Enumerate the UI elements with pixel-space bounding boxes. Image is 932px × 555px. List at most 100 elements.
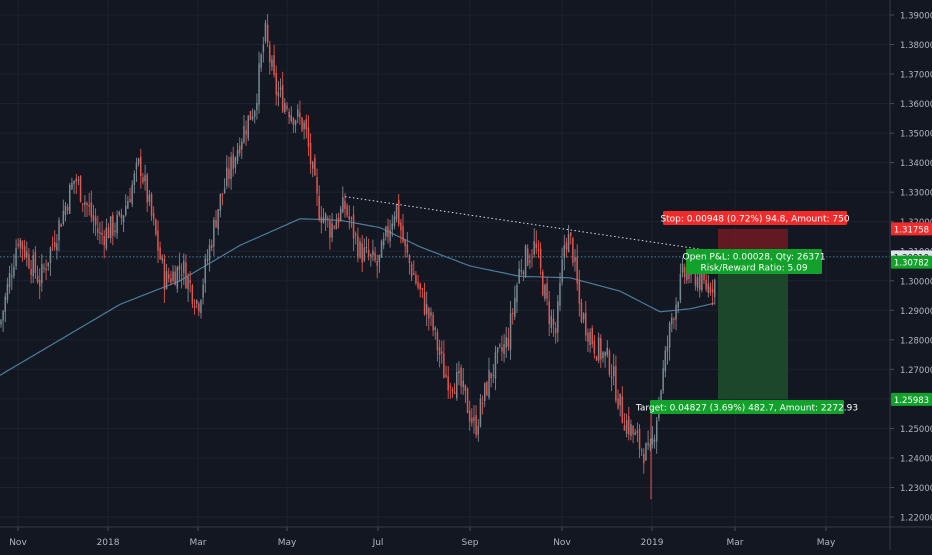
candle-body[interactable] [279, 87, 282, 90]
candle-body[interactable] [204, 258, 207, 283]
candle-body[interactable] [447, 376, 449, 391]
candle-body[interactable] [152, 213, 155, 219]
candle-body[interactable] [163, 258, 166, 290]
candle-body[interactable] [578, 279, 581, 304]
candle-body[interactable] [125, 206, 127, 216]
candle-body[interactable] [247, 115, 250, 139]
candle-body[interactable] [705, 280, 707, 290]
candle-body[interactable] [292, 118, 295, 125]
candle-body[interactable] [4, 296, 7, 312]
trendline-layer[interactable] [344, 196, 719, 253]
candle-body[interactable] [206, 259, 209, 261]
candle-body[interactable] [344, 200, 346, 210]
candle-body[interactable] [511, 313, 514, 314]
candle-body[interactable] [619, 393, 621, 406]
candle-body[interactable] [662, 368, 664, 391]
candle-body[interactable] [432, 314, 434, 331]
candle-body[interactable] [425, 304, 428, 315]
candle-body[interactable] [374, 252, 376, 261]
candle-body[interactable] [112, 215, 114, 236]
candle-body[interactable] [574, 257, 576, 262]
candle-body[interactable] [438, 347, 441, 355]
candle-body[interactable] [389, 230, 391, 242]
candle-body[interactable] [58, 220, 60, 241]
candle-body[interactable] [675, 304, 677, 320]
candle-body[interactable] [572, 238, 574, 263]
candle-body[interactable] [554, 328, 557, 334]
candle-body[interactable] [486, 382, 488, 396]
candle-body[interactable] [133, 173, 136, 185]
candle-body[interactable] [585, 312, 587, 336]
candle-body[interactable] [200, 300, 202, 314]
candle-body[interactable] [66, 206, 69, 211]
candle-body[interactable] [172, 271, 174, 282]
candle-body[interactable] [524, 245, 527, 276]
candle-body[interactable] [628, 416, 630, 435]
candle-body[interactable] [565, 242, 568, 250]
candle-body[interactable] [570, 232, 572, 236]
candle-body[interactable] [436, 331, 439, 351]
candle-body[interactable] [400, 222, 402, 231]
candle-body[interactable] [159, 247, 161, 260]
candle-body[interactable] [129, 199, 131, 203]
candle-body[interactable] [503, 344, 505, 354]
candle-body[interactable] [387, 225, 389, 238]
candle-body[interactable] [195, 300, 198, 304]
candle-body[interactable] [226, 167, 228, 186]
candle-body[interactable] [625, 420, 628, 434]
candle-body[interactable] [647, 442, 649, 445]
candle-body[interactable] [273, 55, 275, 75]
candle-body[interactable] [346, 205, 348, 216]
candle-body[interactable] [103, 236, 106, 246]
candle-body[interactable] [137, 158, 140, 164]
candle-body[interactable] [348, 215, 351, 220]
candle-body[interactable] [471, 418, 473, 424]
candle-body[interactable] [671, 317, 673, 325]
candle-body[interactable] [316, 177, 318, 194]
candle-body[interactable] [56, 243, 58, 251]
candle-body[interactable] [8, 273, 11, 288]
candle-body[interactable] [337, 217, 340, 224]
candle-body[interactable] [516, 284, 518, 302]
candle-body[interactable] [245, 130, 247, 135]
candle-body[interactable] [30, 269, 32, 275]
candle-body[interactable] [496, 347, 499, 353]
candle-body[interactable] [309, 143, 312, 165]
candle-body[interactable] [367, 249, 370, 257]
candle-body[interactable] [217, 209, 219, 230]
candle-body[interactable] [357, 235, 359, 258]
candle-body[interactable] [632, 425, 634, 435]
candle-body[interactable] [460, 367, 462, 387]
candle-body[interactable] [677, 302, 680, 308]
candle-body[interactable] [501, 347, 503, 352]
candle-body[interactable] [269, 44, 271, 63]
candle-body[interactable] [696, 277, 699, 288]
candle-body[interactable] [518, 268, 520, 284]
candle-body[interactable] [350, 217, 353, 219]
candle-body[interactable] [589, 331, 591, 345]
candle-body[interactable] [11, 275, 13, 278]
candle-body[interactable] [664, 350, 667, 372]
candle-body[interactable] [161, 257, 164, 261]
candle-body[interactable] [260, 54, 262, 68]
candle-body[interactable] [193, 305, 196, 308]
candle-body[interactable] [2, 311, 4, 321]
candle-body[interactable] [499, 345, 501, 347]
candle-body[interactable] [238, 145, 241, 154]
candle-body[interactable] [150, 194, 153, 216]
candle-body[interactable] [254, 110, 256, 117]
candle-body[interactable] [314, 157, 316, 176]
candle-body[interactable] [559, 282, 561, 306]
candle-body[interactable] [135, 162, 138, 170]
candle-body[interactable] [552, 318, 555, 325]
candle-body[interactable] [47, 262, 50, 267]
candle-body[interactable] [385, 227, 387, 237]
candle-body[interactable] [191, 285, 194, 304]
position-labels[interactable]: Stop: 0.00948 (0.72%) 94.8, Amount: 750 T… [635, 211, 932, 414]
candle-body[interactable] [423, 292, 426, 315]
candle-body[interactable] [180, 274, 183, 276]
candle-body[interactable] [490, 372, 492, 379]
candle-body[interactable] [509, 313, 512, 350]
candle-body[interactable] [256, 103, 258, 111]
